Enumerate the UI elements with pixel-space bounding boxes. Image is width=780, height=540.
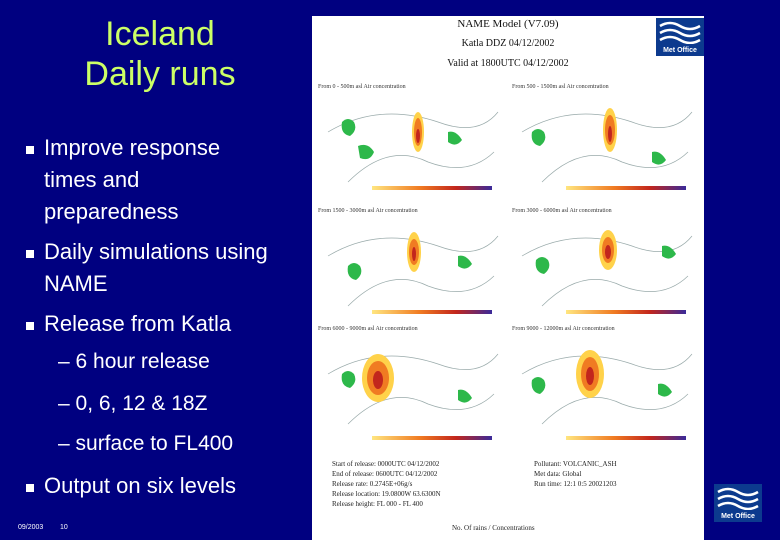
square-bullet-icon xyxy=(26,484,34,492)
panel-label: From 9000 - 12000m asl Air concentration xyxy=(512,326,615,332)
concentration-map xyxy=(327,353,499,425)
release-info-line: Release rate: 0.2745E+06g/s xyxy=(332,480,413,488)
sub-bullet: – surface to FL400 xyxy=(58,432,234,455)
release-info-line: Release height: FL 000 - FL 400 xyxy=(332,500,423,508)
concentration-map xyxy=(327,111,499,183)
met-office-logo: Met Office xyxy=(656,18,704,56)
title-line-1: Iceland xyxy=(105,15,215,53)
panel-label: From 0 - 500m asl Air concentration xyxy=(318,84,406,90)
release-info-line: End of release: 0600UTC 04/12/2002 xyxy=(332,470,438,478)
release-info-line: Release location: 19.0800W 63.6300N xyxy=(332,490,441,498)
figure-valid-time: Valid at 1800UTC 04/12/2002 xyxy=(447,58,569,69)
bullet-line: Improve response xyxy=(44,135,221,160)
panel-label: From 3000 - 6000m asl Air concentration xyxy=(512,208,612,214)
title-line-2: Daily runs xyxy=(84,55,236,93)
colour-scale-bar xyxy=(372,436,492,440)
figure-title: NAME Model (V7.09) xyxy=(457,18,559,30)
run-info-line: Met data: Global xyxy=(534,470,582,478)
bullet-line: preparedness xyxy=(44,199,179,224)
colour-scale-bar xyxy=(372,310,492,314)
met-office-logo: Met Office xyxy=(714,484,762,522)
sub-bullet: – 0, 6, 12 & 18Z xyxy=(58,392,208,415)
panel-label: From 500 - 1500m asl Air concentration xyxy=(512,84,609,90)
colour-scale-bar xyxy=(372,186,492,190)
bullet-line: times and xyxy=(44,167,140,192)
concentration-map xyxy=(521,230,693,307)
bullet-line: Output on six levels xyxy=(44,473,236,498)
bullet-line: Release from Katla xyxy=(44,311,232,336)
bullet-line: Daily simulations using xyxy=(44,239,268,264)
run-info-line: Run time: 12:1 0:5 20021203 xyxy=(534,480,617,488)
colour-scale-bar xyxy=(566,310,686,314)
concentration-map xyxy=(327,232,499,307)
run-info-line: Pollutant: VOLCANIC_ASH xyxy=(534,460,617,468)
concentration-map xyxy=(521,350,693,425)
logo-text: Met Office xyxy=(663,47,697,54)
panel-label: From 1500 - 3000m asl Air concentration xyxy=(318,208,418,214)
wave-logo-icon xyxy=(717,487,759,511)
colour-scale-bar xyxy=(566,186,686,190)
square-bullet-icon xyxy=(26,146,34,154)
bullet-line: NAME xyxy=(44,271,108,296)
figure-subtitle: Katla DDZ 04/12/2002 xyxy=(461,38,555,49)
colour-scale-bar xyxy=(566,436,686,440)
wave-logo-icon xyxy=(659,21,701,45)
name-model-figure: NAME Model (V7.09) Katla DDZ 04/12/2002 … xyxy=(312,16,704,540)
sub-bullet: – 6 hour release xyxy=(58,350,210,373)
logo-text: Met Office xyxy=(721,513,755,520)
panel-label: From 6000 - 9000m asl Air concentration xyxy=(318,326,418,332)
footer-page-number: 10 xyxy=(60,524,68,531)
slide-title: Iceland Daily runs xyxy=(40,14,280,94)
square-bullet-icon xyxy=(26,250,34,258)
concentration-map xyxy=(521,108,693,183)
square-bullet-icon xyxy=(26,322,34,330)
figure-bottom-note: No. Of rains / Concentrations xyxy=(452,524,535,532)
release-info-line: Start of release: 0000UTC 04/12/2002 xyxy=(332,460,440,468)
footer-date: 09/2003 xyxy=(18,524,44,531)
